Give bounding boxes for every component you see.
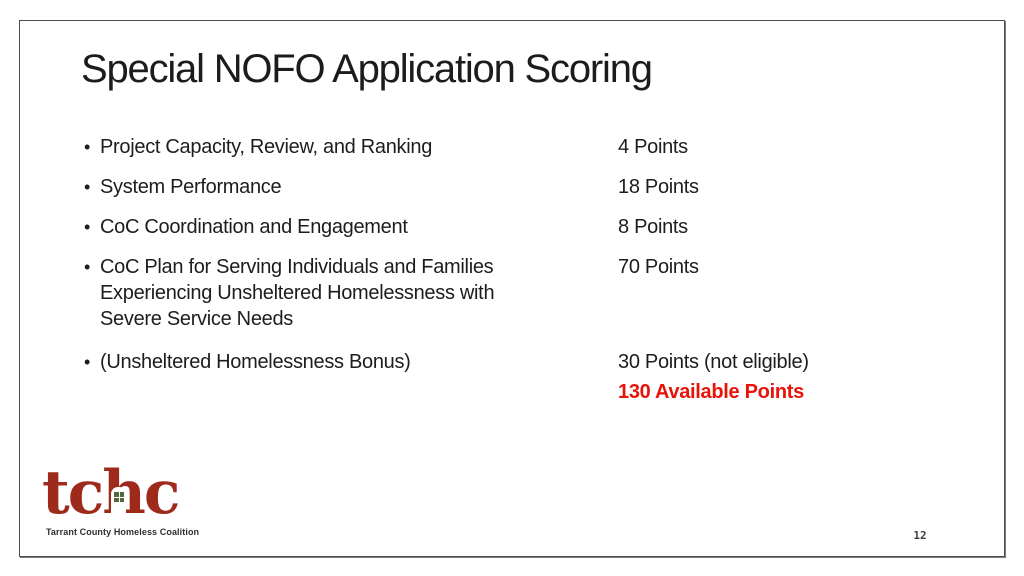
list-item: Project Capacity, Review, and Ranking 4 … <box>81 134 961 160</box>
list-item: CoC Plan for Serving Individuals and Fam… <box>81 254 961 332</box>
item-label: System Performance <box>81 174 556 200</box>
scoring-list: Project Capacity, Review, and Ranking 4 … <box>20 21 1004 556</box>
tchc-logo: tchc Tarrant County Homeless Coalition <box>40 461 220 553</box>
item-label: (Unsheltered Homelessness Bonus) <box>81 349 556 375</box>
page-title: Special NOFO Application Scoring <box>81 47 653 91</box>
item-label: CoC Plan for Serving Individuals and Fam… <box>81 254 556 332</box>
item-points: 18 Points <box>618 176 699 198</box>
item-points: 30 Points (not eligible) <box>618 351 809 373</box>
list-item: (Unsheltered Homelessness Bonus) 30 Poin… <box>81 349 961 375</box>
slide: Special NOFO Application Scoring Project… <box>19 20 1005 557</box>
page-number: 12 <box>913 529 927 542</box>
item-points: 8 Points <box>618 216 688 238</box>
item-label: CoC Coordination and Engagement <box>81 214 556 240</box>
item-label: Project Capacity, Review, and Ranking <box>81 134 556 160</box>
total-points: 130 Available Points <box>618 381 804 403</box>
item-points: 70 Points <box>618 256 699 278</box>
logo-tagline: Tarrant County Homeless Coalition <box>46 527 200 537</box>
item-points: 4 Points <box>618 136 688 158</box>
list-item: CoC Coordination and Engagement 8 Points <box>81 214 961 240</box>
house-window-icon <box>114 492 124 502</box>
list-item: System Performance 18 Points <box>81 174 961 200</box>
